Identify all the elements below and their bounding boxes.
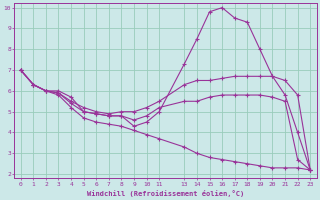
X-axis label: Windchill (Refroidissement éolien,°C): Windchill (Refroidissement éolien,°C) <box>87 190 244 197</box>
